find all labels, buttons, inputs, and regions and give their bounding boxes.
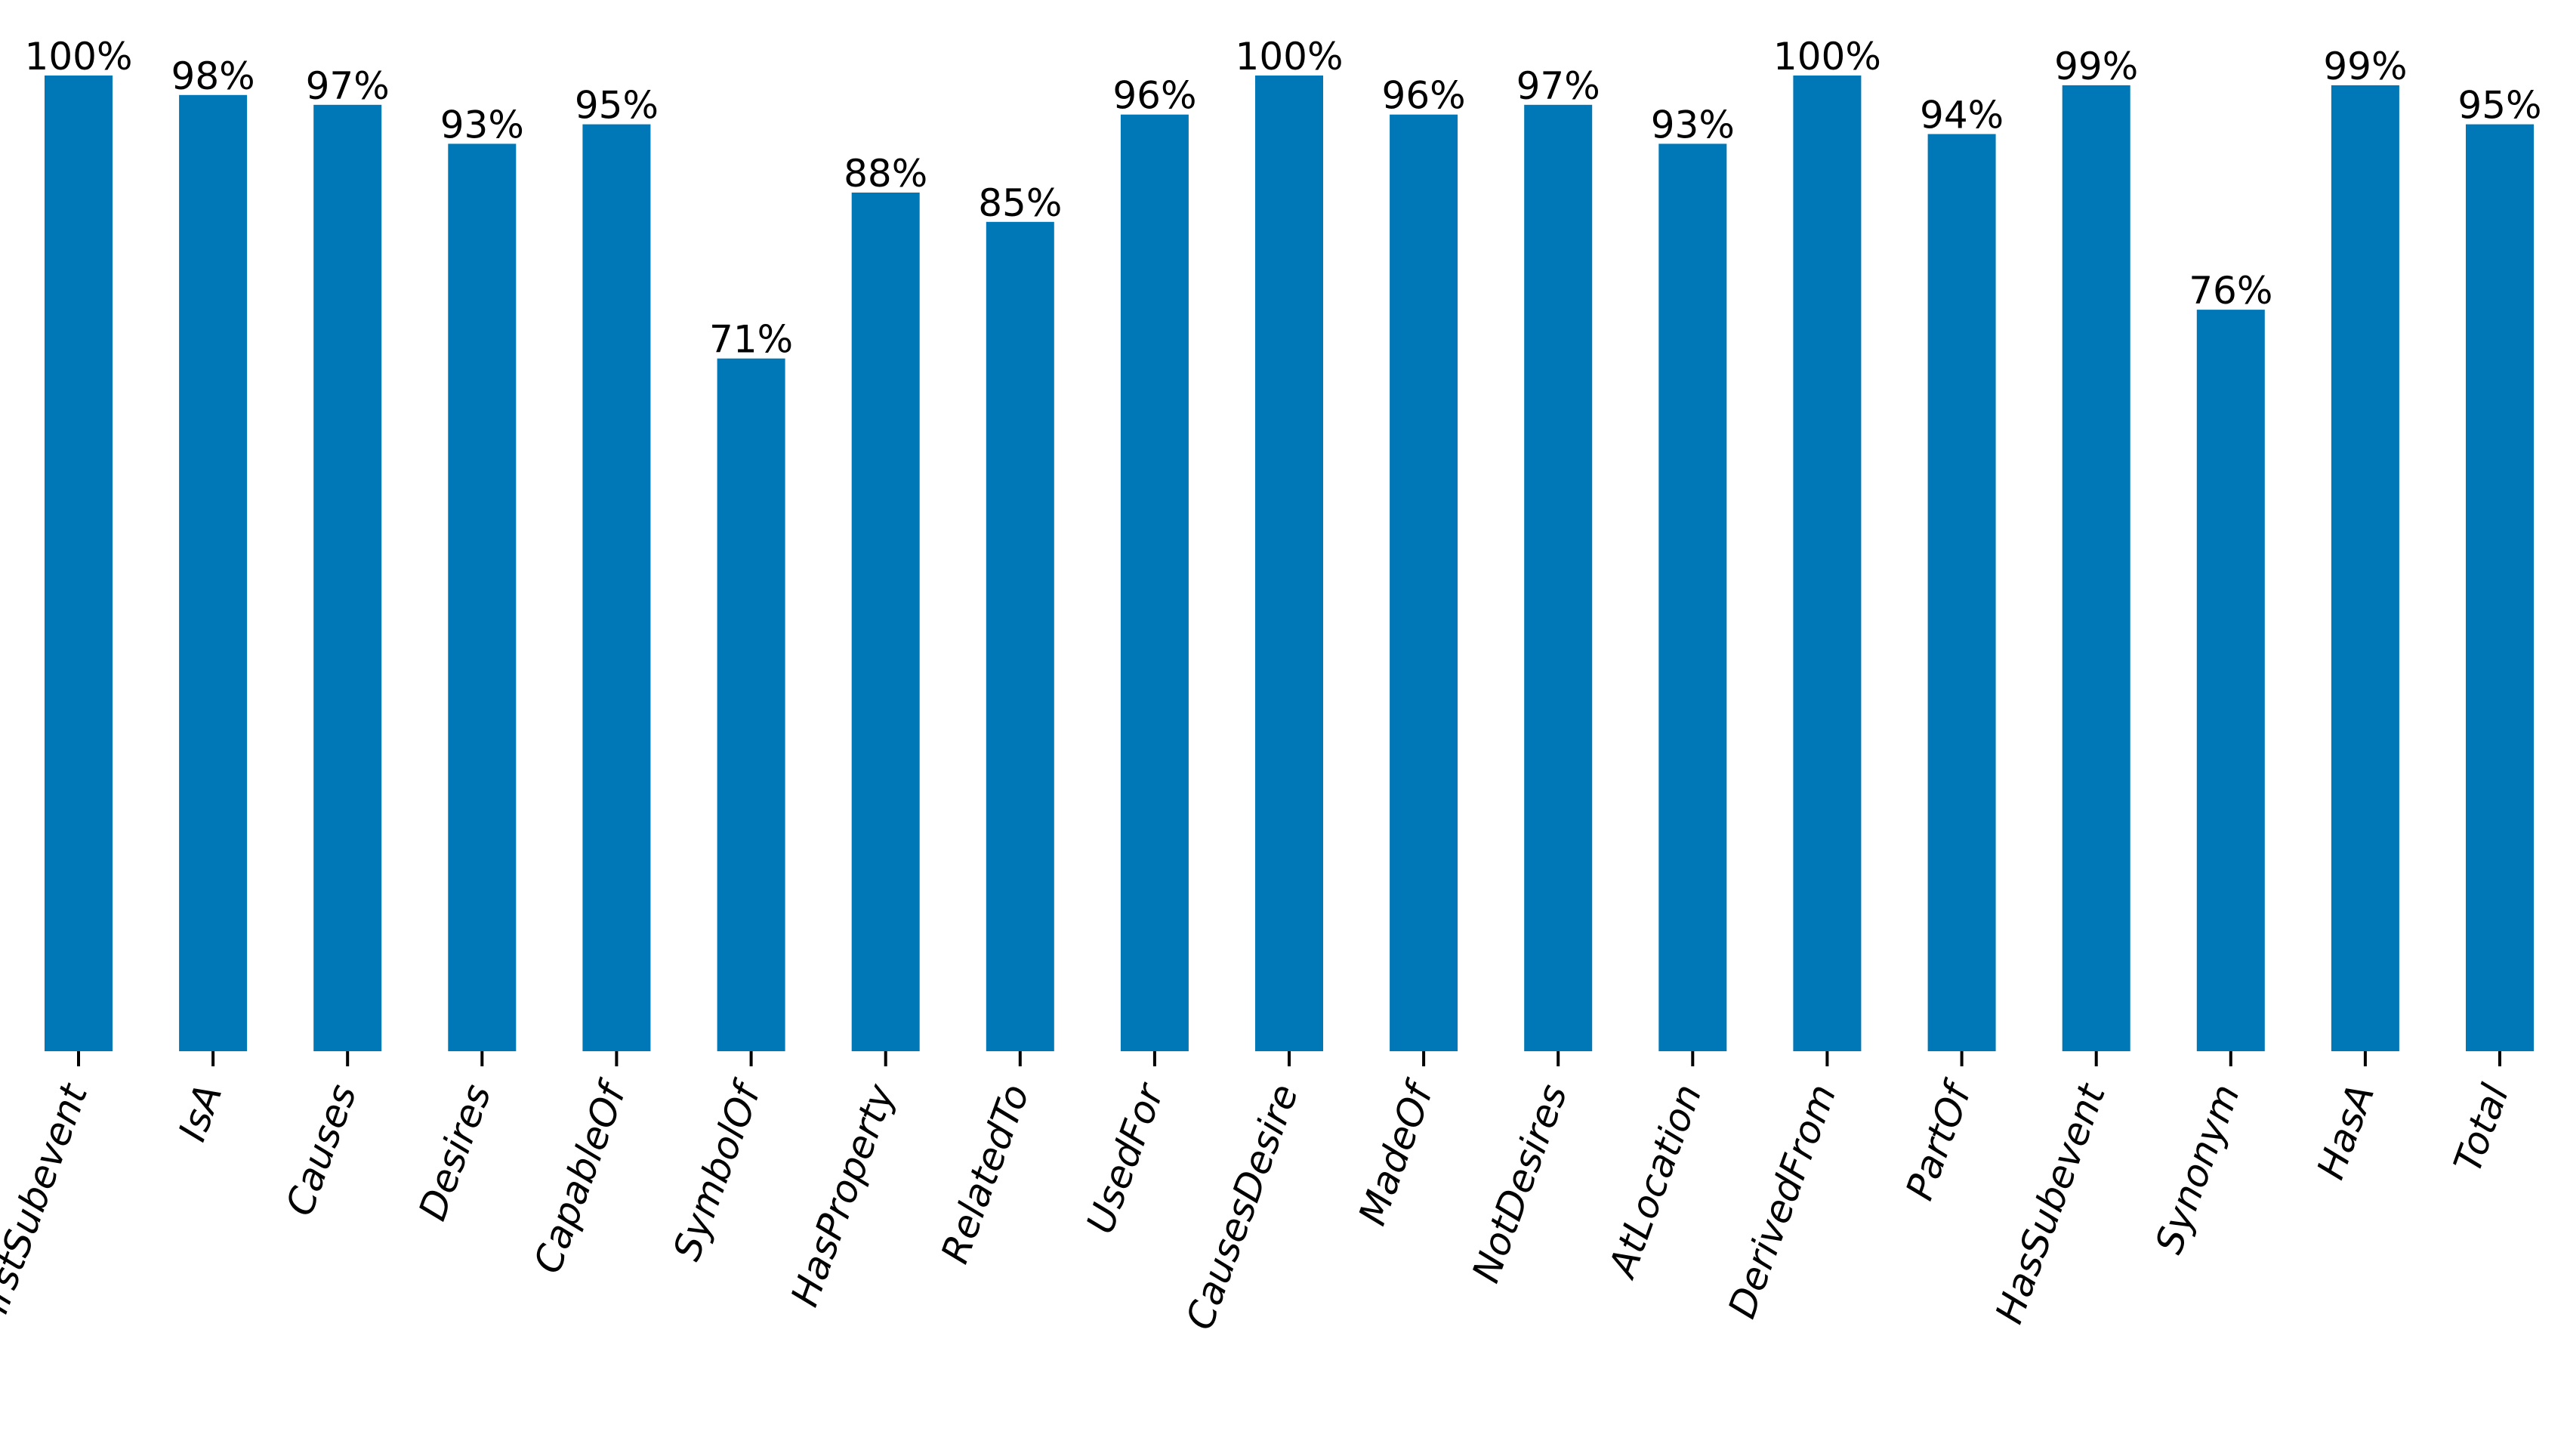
value-label-used-for: 96% [1112,74,1196,118]
bar-part-of [1927,134,1996,1051]
value-label-has-first-subevent: 100% [25,35,133,79]
tick-label-is-a: IsA [170,1078,230,1146]
value-label-related-to: 85% [978,181,1062,225]
bar-symbol-of [717,358,785,1051]
value-label-total: 95% [2457,84,2541,128]
bar-has-a [2331,85,2399,1051]
tick-label-has-property: HasProperty [782,1078,903,1312]
bar-has-subevent [2062,85,2130,1051]
value-label-has-property: 88% [844,152,927,196]
value-label-causes-desire: 100% [1236,35,1344,79]
x-axis-ticks [77,1051,2501,1066]
tick-label-has-a: HasA [2309,1078,2383,1185]
tick-label-used-for: UsedFor [1078,1076,1174,1239]
value-label-symbol-of: 71% [709,318,793,362]
tick-label-made-of: MadeOf [1350,1074,1443,1230]
value-labels-layer: 100% 98% 97% 93% 95% 71% 88% 85% 96% 100% 96% 97% 93… [25,35,2542,362]
bar-is-a [179,94,248,1051]
bar-has-property [851,193,920,1051]
value-label-made-of: 96% [1382,74,1466,118]
bar-related-to [986,221,1054,1051]
value-label-has-subevent: 99% [2054,45,2138,88]
tick-label-synonym: Synonym [2147,1078,2248,1259]
tick-label-has-subevent: HasSubevent [1987,1077,2115,1329]
bar-not-desires [1524,104,1593,1051]
value-label-capable-of: 95% [575,84,659,128]
bar-total [2466,124,2534,1052]
value-label-desires: 93% [440,103,524,147]
bar-has-first-subevent [45,76,113,1051]
value-label-synonym: 76% [2189,269,2272,313]
value-label-is-a: 98% [171,54,255,98]
bar-made-of [1390,114,1458,1052]
bar-capable-of [582,124,651,1052]
tick-label-part-of: PartOf [1897,1074,1981,1205]
value-label-part-of: 94% [1920,94,2004,137]
tick-label-related-to: RelatedTo [933,1078,1038,1269]
bar-synonym [2196,310,2265,1052]
tick-label-at-location: AtLocation [1600,1078,1711,1285]
value-label-derived-from: 100% [1773,35,1881,79]
bar-causes-desire [1255,76,1323,1051]
bar-desires [448,143,517,1051]
tick-label-total: Total [2445,1078,2517,1178]
tick-label-capable-of: CapableOf [526,1074,636,1279]
bar-used-for [1120,114,1189,1052]
bar-at-location [1658,143,1727,1051]
tick-label-has-first-subevent: HasFirstSubevent [0,1077,97,1406]
value-label-has-a: 99% [2323,45,2407,88]
bars-layer [45,76,2534,1052]
tick-label-causes: Causes [277,1078,365,1221]
value-label-not-desires: 97% [1516,64,1600,108]
bar-derived-from [1793,76,1862,1051]
bar-causes [313,104,382,1051]
tick-label-derived-from: DerivedFrom [1720,1078,1844,1324]
tick-label-symbol-of: SymbolOf [665,1074,770,1266]
tick-label-causes-desire: CausesDesire [1177,1078,1307,1335]
x-axis-tick-labels: HasFirstSubevent IsA Causes Desires CapableO… [0,1074,2517,1406]
tick-label-not-desires: NotDesires [1464,1078,1575,1288]
value-label-causes: 97% [306,64,390,108]
tick-label-desires: Desires [410,1078,499,1226]
value-label-at-location: 93% [1651,103,1735,147]
